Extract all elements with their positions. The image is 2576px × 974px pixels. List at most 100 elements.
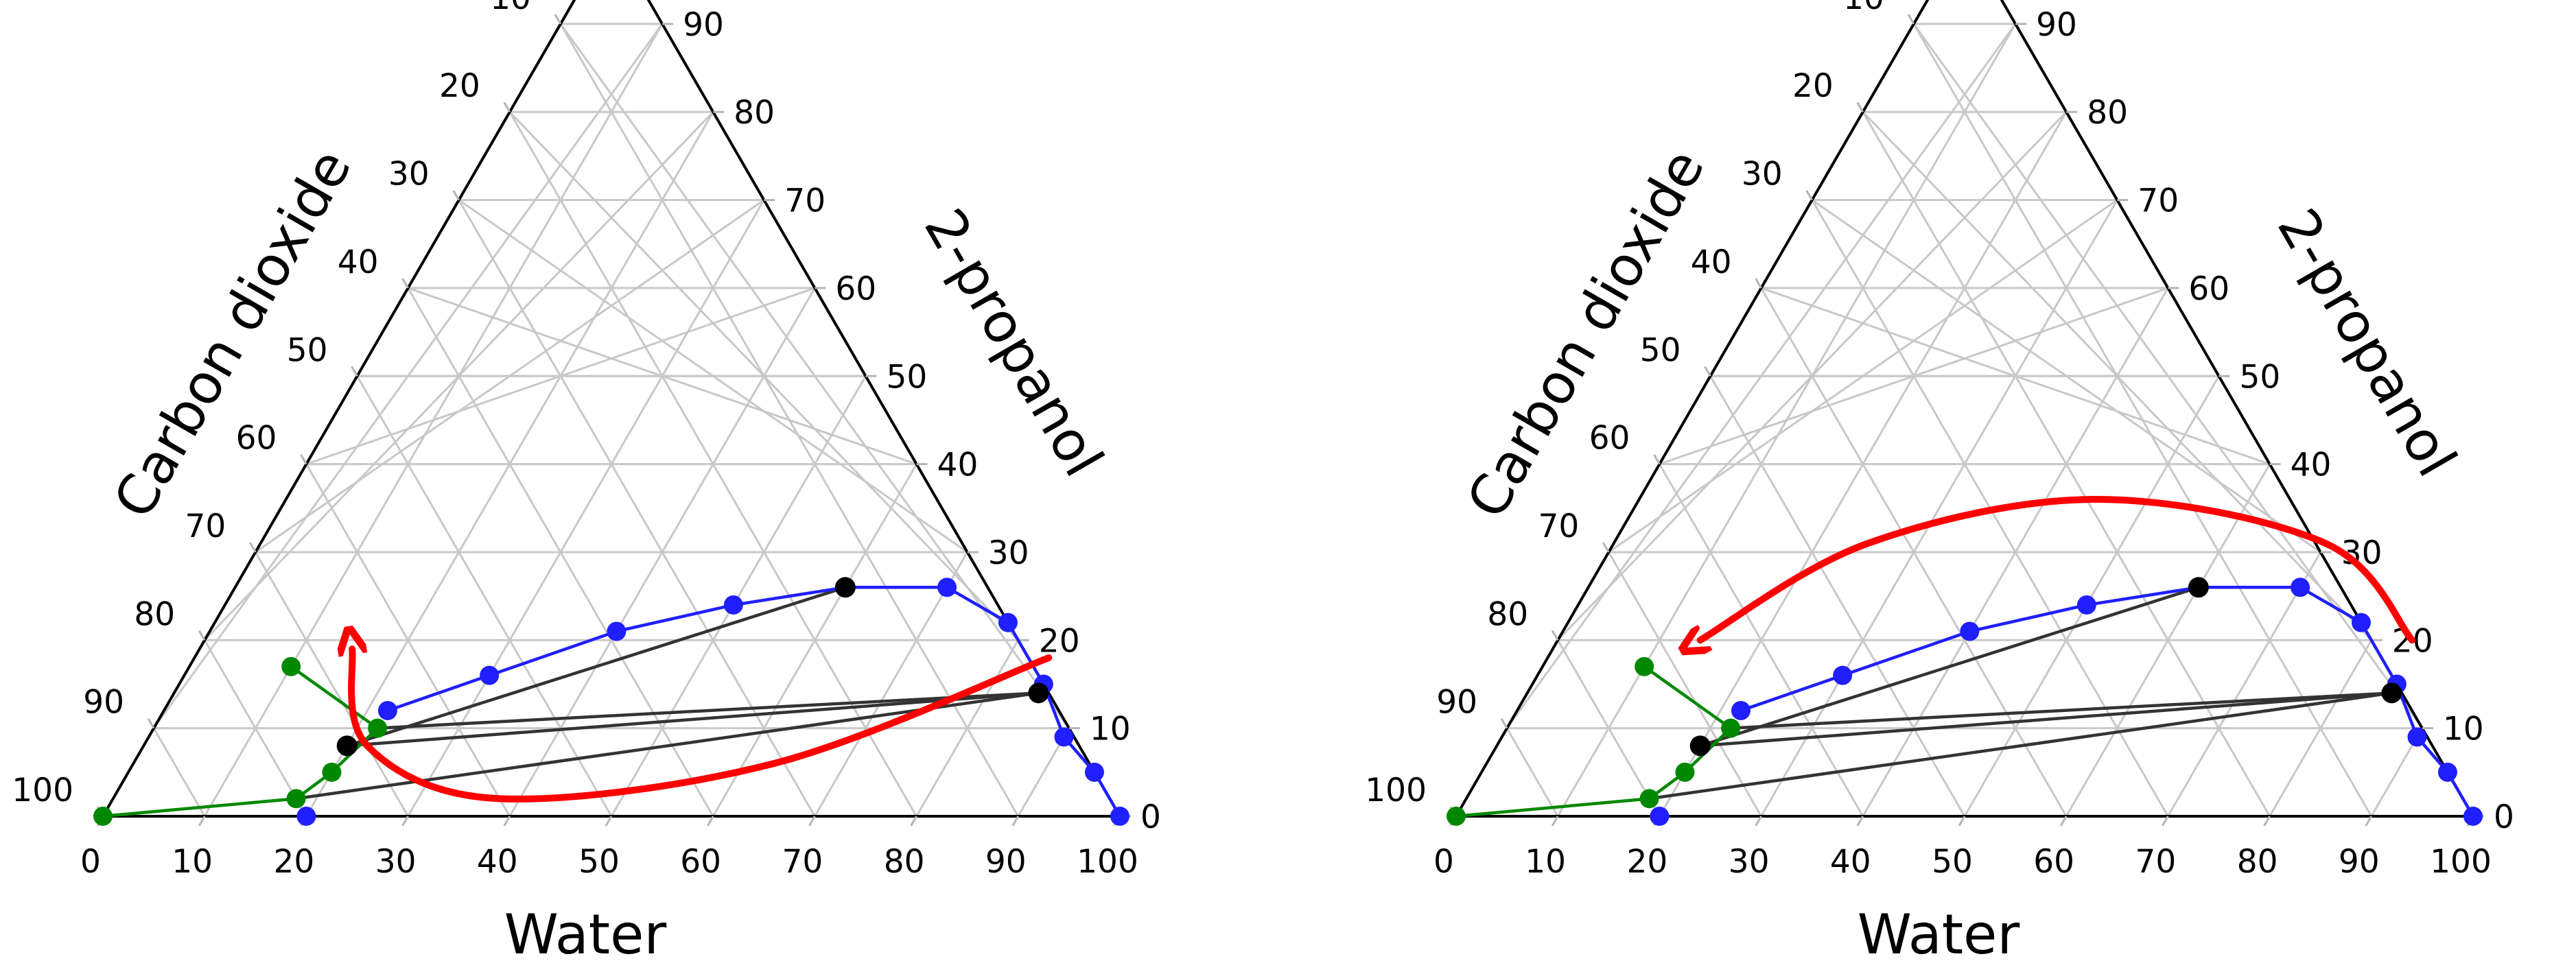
water-axis-title: Water xyxy=(1858,903,2020,966)
grid-line xyxy=(1709,375,1966,817)
water-tick-label: 30 xyxy=(375,843,417,881)
grid-line xyxy=(2269,639,2373,817)
water-tick-label: 40 xyxy=(477,843,518,881)
water-tick-label: 70 xyxy=(2135,843,2176,881)
co2-tick-label: 40 xyxy=(338,244,379,281)
propanol-tick-label: 0 xyxy=(2494,798,2514,836)
water-tick-label: 30 xyxy=(1729,843,1770,881)
water-tick-label: 90 xyxy=(2339,843,2380,881)
water-tick-mark xyxy=(2263,816,2271,827)
co2-tick-label: 50 xyxy=(1640,331,1681,369)
co2-tick-mark xyxy=(1500,718,1508,729)
grid-line xyxy=(203,639,307,817)
grid-line xyxy=(610,375,867,817)
water-tick-label: 0 xyxy=(1433,843,1454,881)
water-tick-mark xyxy=(1011,816,1020,827)
series-point xyxy=(1635,656,1654,676)
water-tick-mark xyxy=(1755,816,1762,827)
propanol-axis-title: 2-propanol xyxy=(912,198,1116,487)
water-tick-label: 80 xyxy=(884,843,925,881)
series-point xyxy=(1731,700,1750,720)
series-point xyxy=(2407,727,2427,747)
water-tick-mark xyxy=(2162,816,2169,827)
series-point xyxy=(480,665,500,685)
grid-line xyxy=(408,287,917,466)
grid-line xyxy=(305,463,511,817)
water-tick-label: 100 xyxy=(1077,843,1138,881)
co2-tick-label: 30 xyxy=(1742,156,1783,193)
tie-line-point xyxy=(1689,735,1711,757)
series-point xyxy=(1650,807,1670,826)
co2-tick-mark xyxy=(300,454,307,465)
co2-tick-label: 60 xyxy=(236,420,277,458)
series-point xyxy=(1639,789,1659,809)
tie-line xyxy=(1649,691,2392,800)
propanol-tick-label: 10 xyxy=(2443,711,2484,748)
co2-tick-label: 70 xyxy=(185,508,226,545)
water-tick-label: 60 xyxy=(2033,843,2074,881)
red-arrow xyxy=(1700,495,2416,640)
series-point xyxy=(368,718,388,738)
co2-tick-mark xyxy=(1551,630,1559,641)
propanol-axis-title: 2-propanol xyxy=(2265,198,2469,487)
water-tick-mark xyxy=(198,816,206,827)
water-tick-label: 20 xyxy=(1626,843,1667,881)
grid-line xyxy=(152,727,206,817)
water-tick-mark xyxy=(2365,816,2373,827)
series-point xyxy=(998,613,1018,632)
water-tick-label: 40 xyxy=(1830,843,1871,881)
tie-line-point xyxy=(834,577,856,598)
water-tick-mark xyxy=(910,816,917,827)
co2-tick-mark xyxy=(401,278,409,289)
propanol-tick-label: 60 xyxy=(2188,270,2229,308)
co2-tick-mark xyxy=(452,189,460,201)
water-tick-label: 50 xyxy=(578,843,620,881)
water-tick-label: 70 xyxy=(782,843,823,881)
water-tick-mark xyxy=(605,816,613,827)
grid-line xyxy=(1963,375,2220,817)
series-point xyxy=(2351,613,2371,632)
grid-line xyxy=(1761,287,2271,466)
tie-line xyxy=(377,691,1039,730)
grid-line xyxy=(508,111,1019,641)
co2-tick-label: 20 xyxy=(439,67,480,105)
red-arrow xyxy=(351,649,1053,803)
series-point xyxy=(1960,621,1980,641)
tie-line-point xyxy=(2188,577,2209,598)
co2-tick-label: 40 xyxy=(1691,244,1732,281)
water-tick-mark xyxy=(808,816,816,827)
grid-line xyxy=(2065,463,2271,817)
propanol-tick-label: 90 xyxy=(683,6,724,44)
grid-line xyxy=(1811,199,2321,554)
propanol-tick-label: 80 xyxy=(734,94,775,132)
water-tick-label: 10 xyxy=(172,843,213,881)
series-point xyxy=(281,656,301,676)
series-point xyxy=(322,762,342,782)
co2-tick-label: 30 xyxy=(388,156,430,193)
propanol-tick-label: 70 xyxy=(2138,182,2179,220)
grid-line xyxy=(1912,23,2424,729)
series-point xyxy=(1084,762,1104,782)
series-point xyxy=(286,789,306,809)
tie-line-point xyxy=(1028,682,1049,704)
series-point xyxy=(723,595,743,615)
co2-tick-label: 100 xyxy=(1365,772,1427,809)
grid-line xyxy=(255,551,409,817)
water-tick-mark xyxy=(1958,816,1966,827)
series-point xyxy=(1054,727,1074,747)
grid-line xyxy=(915,639,1020,817)
propanol-tick-label: 10 xyxy=(1090,711,1131,748)
co2-tick-mark xyxy=(351,366,358,377)
propanol-tick-label: 50 xyxy=(2240,358,2281,396)
propanol-tick-label: 0 xyxy=(1140,798,1161,836)
co2-tick-label: 60 xyxy=(1589,420,1630,458)
water-tick-label: 0 xyxy=(80,843,101,881)
water-tick-label: 20 xyxy=(273,843,314,881)
grid-line xyxy=(1862,111,2372,641)
propanol-tick-label: 90 xyxy=(2036,6,2077,44)
co2-tick-mark xyxy=(1602,542,1610,553)
water-tick-mark xyxy=(503,816,511,827)
co2-tick-mark xyxy=(503,102,511,112)
water-tick-mark xyxy=(1856,816,1864,827)
